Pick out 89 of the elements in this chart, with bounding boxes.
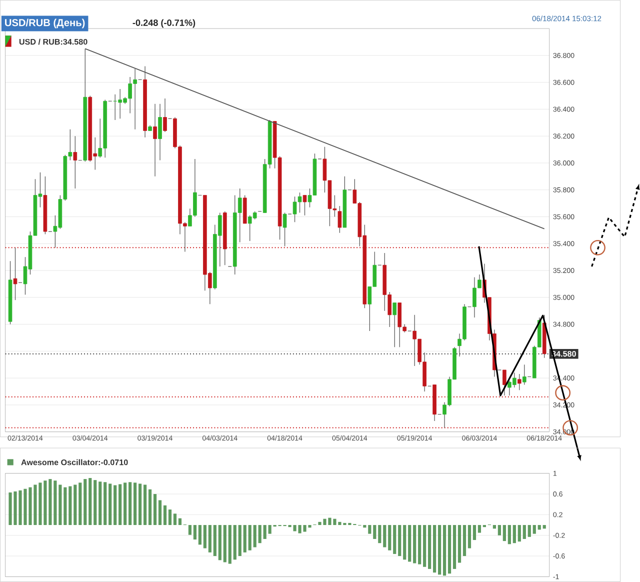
bar [128,482,132,525]
bar [78,482,82,525]
bar [134,482,137,525]
bar [378,524,382,543]
bar [433,524,436,572]
bar [228,524,232,564]
bar [178,518,182,525]
bar [143,484,147,525]
bar [363,524,366,528]
bar [193,524,196,540]
bar [413,524,416,564]
bar [158,500,162,525]
bar [423,524,426,567]
annotation: USD / RUB:34.580 [19,38,88,45]
bar [373,524,376,539]
candlestick [392,302,397,348]
bar [98,481,102,525]
bar [458,524,462,563]
bar [492,524,496,528]
bar [442,524,446,576]
bar [522,524,526,539]
bar [223,524,226,562]
bar [248,524,252,550]
bar [114,484,117,525]
bar [368,524,372,534]
bar [383,524,386,548]
bar [258,524,262,543]
bar [203,524,206,548]
bar [54,480,57,525]
bar [138,483,142,525]
bar [478,524,482,533]
chart-title: Awesome Oscillator:-0.0710 [21,458,128,465]
bar [468,524,472,548]
bar [243,524,246,552]
bar [238,524,242,556]
bar [263,524,266,539]
bar [452,524,456,569]
bar [188,524,192,535]
bar [208,524,212,552]
bar [153,494,157,525]
candlestick [338,205,342,233]
bar [538,524,541,530]
bar [518,524,521,542]
ref-line-label: 34.580 [552,350,576,356]
bar [418,524,422,564]
bar [408,524,412,562]
bar [528,524,531,537]
bar [462,524,466,556]
bar [68,486,72,525]
bar [118,484,122,525]
bar [84,478,87,525]
candlestick [518,373,522,390]
bar [148,489,152,525]
bar [393,524,396,554]
bar [388,524,392,550]
bar [173,513,177,525]
chart-subtitle: -0.248 (-0.71%) [132,19,196,28]
bar [233,524,236,560]
bar [398,524,402,556]
bar [168,509,172,525]
bar [438,524,442,574]
bar [498,524,501,536]
bar [508,524,511,544]
bar [512,524,516,543]
chart-title: USD/RUB (День) [5,18,85,28]
bar [472,524,476,540]
bar [58,484,62,525]
candlestick [153,103,157,176]
bar [108,483,112,525]
bar [428,524,432,569]
bar [64,487,67,525]
candlestick [158,103,162,160]
bar [124,482,127,525]
bar [163,505,167,525]
bar [104,482,107,525]
bar [213,524,216,556]
bar [542,524,546,528]
candlestick [302,194,307,216]
bar [253,524,256,548]
bar [532,524,536,534]
bar [218,524,222,560]
bar [198,524,202,544]
bar [94,480,97,525]
bar [88,478,92,525]
bar [74,484,77,525]
bar [403,524,406,560]
bar [268,524,272,534]
bar [502,524,506,541]
bar [448,524,452,574]
